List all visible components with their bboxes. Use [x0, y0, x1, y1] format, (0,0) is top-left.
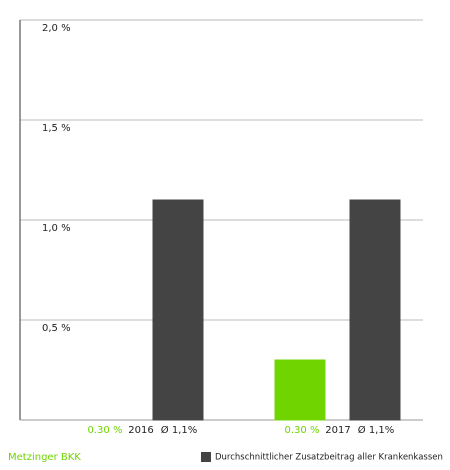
legend-label: Durchschnittlicher Zusatzbeitrag aller K… [215, 453, 443, 463]
average-label: Ø 1,1% [161, 424, 197, 436]
x-tick-label: 2017 [325, 425, 350, 436]
y-tick-label: 1,5 % [42, 123, 71, 134]
legend-swatch [201, 452, 211, 462]
bar [152, 199, 204, 421]
legend-label: Metzinger BKK [8, 452, 81, 463]
average-label: Ø 1,1% [358, 424, 394, 436]
x-tick-label: 2016 [128, 425, 153, 436]
value-label: 0.30 % [285, 425, 320, 436]
value-label: 0.30 % [88, 425, 123, 436]
bar [274, 359, 326, 421]
y-tick-label: 0,5 % [42, 323, 71, 334]
y-tick-label: 2,0 % [42, 23, 71, 34]
y-tick-label: 1,0 % [42, 223, 71, 234]
bar [349, 199, 401, 421]
